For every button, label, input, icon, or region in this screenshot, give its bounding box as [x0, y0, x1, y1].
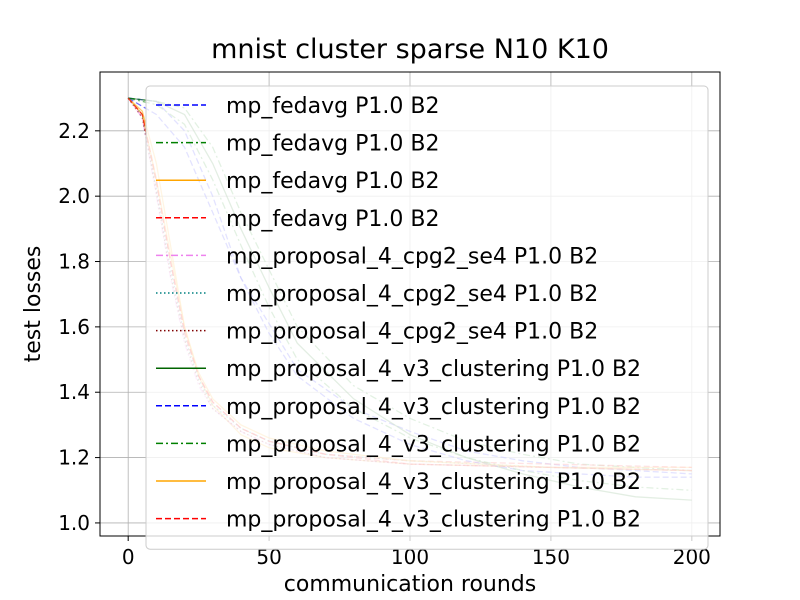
y-tick-label: 2.2 [58, 119, 90, 143]
legend-entry: mp_proposal_4_v3_clustering P1.0 B2 [226, 395, 641, 420]
legend-entry: mp_proposal_4_v3_clustering P1.0 B2 [226, 508, 641, 533]
legend-entry: mp_fedavg P1.0 B2 [226, 207, 439, 232]
y-tick-label: 1.6 [58, 315, 90, 339]
legend-entry: mp_proposal_4_cpg2_se4 P1.0 B2 [226, 244, 598, 269]
y-tick-label: 1.4 [58, 380, 90, 404]
legend-entry: mp_proposal_4_v3_clustering P1.0 B2 [226, 470, 641, 495]
y-tick-label: 1.2 [58, 446, 90, 470]
legend-entry: mp_proposal_4_v3_clustering P1.0 B2 [226, 432, 641, 457]
legend-entry: mp_fedavg P1.0 B2 [226, 169, 439, 194]
legend-entry: mp_proposal_4_cpg2_se4 P1.0 B2 [226, 282, 598, 307]
y-tick-label: 1.8 [58, 250, 90, 274]
legend-entry: mp_proposal_4_cpg2_se4 P1.0 B2 [226, 320, 598, 345]
x-tick-label: 0 [122, 545, 135, 569]
legend: mp_fedavg P1.0 B2 mp_fedavg P1.0 B2 mp_fed… [145, 85, 709, 550]
y-tick-label: 2.0 [58, 184, 90, 208]
legend-entry: mp_proposal_4_v3_clustering P1.0 B2 [226, 357, 641, 382]
y-axis-label: test losses [21, 246, 46, 363]
chart-title: mnist cluster sparse N10 K10 [211, 34, 609, 65]
legend-entry: mp_fedavg P1.0 B2 [226, 94, 439, 119]
legend-entry: mp_fedavg P1.0 B2 [226, 132, 439, 157]
y-tick-label: 1.0 [58, 511, 90, 535]
legend-box [145, 85, 709, 550]
x-axis-label: communication rounds [284, 572, 536, 597]
